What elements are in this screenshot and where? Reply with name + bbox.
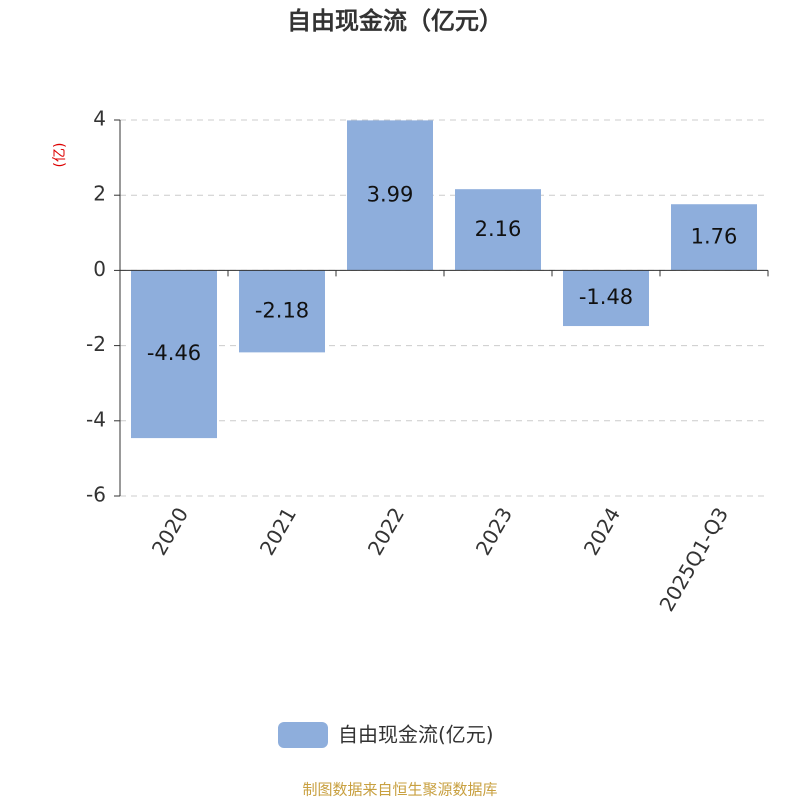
data-label: 1.76 <box>691 224 738 248</box>
y-tick-label: 4 <box>93 107 106 131</box>
legend-swatch <box>278 722 328 748</box>
y-tick-label: 2 <box>93 182 106 206</box>
legend-label: 自由现金流(亿元) <box>338 723 494 747</box>
bar <box>563 270 649 327</box>
data-label: -4.46 <box>147 341 201 365</box>
chart-title: 自由现金流（亿元） <box>287 7 503 35</box>
x-tick-label: 2021 <box>255 503 301 559</box>
data-label: 2.16 <box>475 217 522 241</box>
data-label: -2.18 <box>255 298 309 322</box>
source-note: 制图数据来自恒生聚源数据库 <box>302 781 497 799</box>
x-tick-label: 2024 <box>579 503 625 559</box>
y-tick-label: -4 <box>86 407 106 431</box>
bar <box>131 270 217 439</box>
data-label: 3.99 <box>367 182 414 206</box>
bar <box>455 189 541 271</box>
bar <box>347 120 433 271</box>
bar <box>239 270 325 353</box>
x-tick-label: 2020 <box>147 503 193 559</box>
data-label: -1.48 <box>579 285 633 309</box>
bar <box>671 204 757 271</box>
x-tick-label: 2022 <box>363 503 409 559</box>
x-tick-label: 2023 <box>471 503 517 559</box>
y-tick-label: -2 <box>86 332 106 356</box>
y-axis-label: (亿) <box>52 143 68 168</box>
y-tick-label: 0 <box>93 257 106 281</box>
x-tick-label: 2025Q1-Q3 <box>654 503 733 615</box>
y-tick-label: -6 <box>86 483 106 507</box>
